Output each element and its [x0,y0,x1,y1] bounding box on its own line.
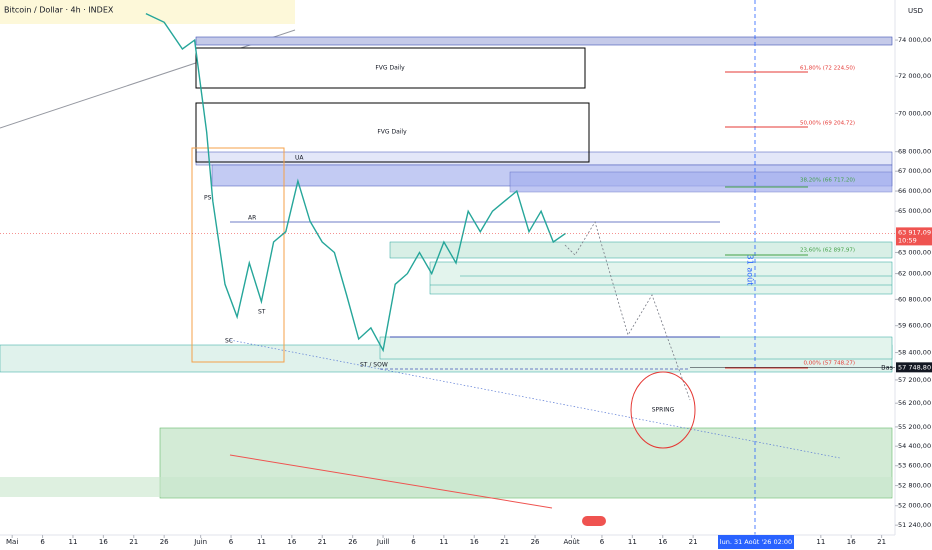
y-tick-label: 57 200,00 [898,376,931,384]
y-tick-label: 59 600,00 [898,322,931,330]
annotation: AR [248,215,256,222]
y-tick-label: 51 240,00 [898,521,931,529]
y-tick-label: 66 000,00 [898,187,931,195]
low-price-box [896,362,932,373]
crosshair-label [718,535,794,549]
y-tick-label: 63 000,00 [898,248,931,256]
fvg-box [195,102,590,163]
annotation: SC [225,338,233,345]
y-tick-label: 52 000,00 [898,502,931,510]
y-tick-label: 53 600,00 [898,462,931,470]
y-tick-label: 52 800,00 [898,482,931,490]
annotation: UA [295,155,304,162]
last-price: 63 917,09 [898,228,931,236]
fvg-box [195,47,586,89]
y-tick-label: 54 400,00 [898,442,931,450]
crosshair-vertical: 31 août [746,255,755,286]
x-tick-label: 21 [318,538,327,546]
annotation: SPRING [652,407,675,414]
x-tick-label: 11 [257,538,266,546]
event-icon[interactable] [582,516,606,526]
x-tick-label: Août [563,538,579,546]
fib-label: 0,00% (57 748,27) [803,361,855,367]
price-axis [895,0,932,550]
x-tick-label: 11 [628,538,637,546]
y-tick-label: 68 000,00 [898,148,931,156]
y-tick-label: 70 000,00 [898,109,931,117]
y-tick-label: 72 000,00 [898,72,931,80]
fib-label: 23,60% (62 897,97) [800,248,855,254]
annotation: FVG Daily [377,129,407,136]
y-tick-label: 65 000,00 [898,207,931,215]
x-tick-label: Mai [6,538,18,546]
y-tick-label: 55 200,00 [898,423,931,431]
zone [389,241,893,259]
x-tick-label: 6 [229,538,234,546]
fib-label: 61,80% (72 224,50) [800,66,855,72]
fib-label: 38,20% (66 717,20) [800,178,855,184]
x-tick-label: 11 [439,538,448,546]
last-price-box [896,227,932,246]
y-tick-label: 56 200,00 [898,399,931,407]
spring-circle [630,371,696,449]
x-tick-label: Juill [376,538,389,546]
zone [195,36,893,46]
chart-title: Bitcoin / Dollar · 4h · INDEX [4,6,114,15]
y-tick-label: 74 000,00 [898,36,931,44]
x-tick-label: 26 [348,538,357,546]
y-tick-label: 60 800,00 [898,295,931,303]
x-tick-label: 16 [658,538,667,546]
x-tick-label: 16 [287,538,296,546]
fib-label: 50,00% (69 204,72) [800,121,855,127]
x-tick-label: 26 [531,538,540,546]
x-tick-label: 21 [689,538,698,546]
x-tick-label: 6 [40,538,45,546]
x-tick-label: Juin [193,538,207,546]
zone [0,0,295,24]
last-time: 10:59 [898,236,917,244]
y-tick-label: 67 000,00 [898,167,931,175]
currency: USD [908,7,923,15]
x-tick-label: 16 [847,538,856,546]
y-tick-label: 58 400,00 [898,349,931,357]
crosshair-date: lun. 31 Août '26 02:00 [720,538,792,546]
x-tick-label: 21 [877,538,886,546]
zone [429,261,893,295]
low-label: Bas [881,363,893,371]
annotation: PS [204,195,212,202]
low-price: 57 748,80 [898,363,931,371]
x-tick-label: 21 [500,538,509,546]
x-tick-label: 11 [69,538,78,546]
x-tick-label: 16 [99,538,108,546]
range-box [191,147,285,363]
zone [379,336,893,360]
x-tick-label: 21 [129,538,138,546]
x-tick-label: 6 [411,538,416,546]
zone [0,477,892,497]
annotation: ST / SOW [360,362,388,369]
y-tick-label: 62 000,00 [898,270,931,278]
x-tick-label: 6 [600,538,605,546]
trendline [229,454,553,509]
x-tick-label: 26 [160,538,169,546]
trendline [0,29,296,129]
x-tick-label: 16 [470,538,479,546]
annotation: FVG Daily [375,65,405,72]
annotation: ST [258,309,266,316]
x-tick-label: 11 [816,538,825,546]
price-line [145,12,566,353]
